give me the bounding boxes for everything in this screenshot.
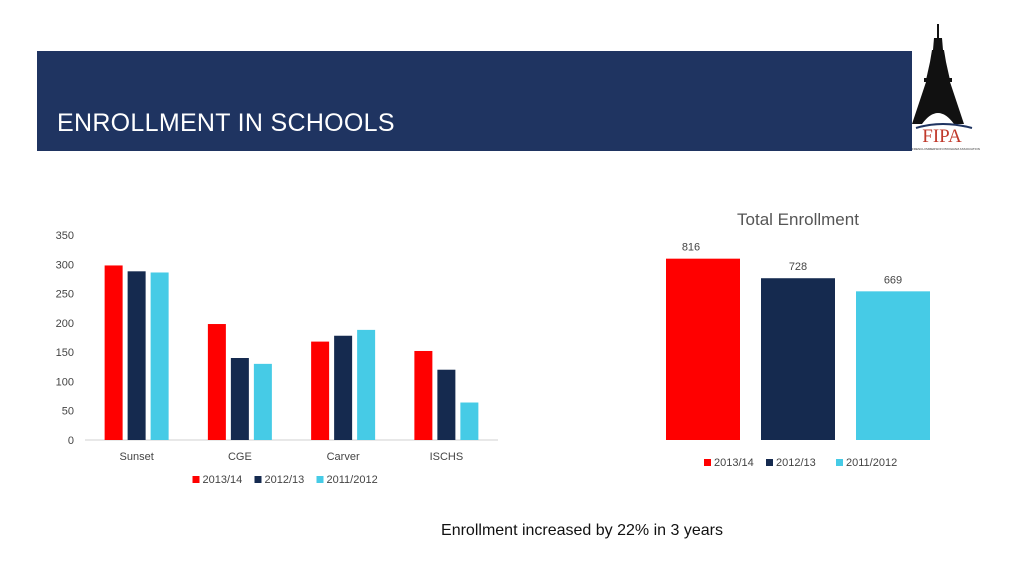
bar: [856, 291, 930, 440]
legend-swatch: [704, 459, 711, 466]
legend-swatch: [254, 476, 262, 483]
legend-swatch: [192, 476, 200, 483]
y-tick-label: 300: [56, 259, 74, 271]
fipa-logo: FIPA FRENCH IMMERSION PROGRAM ASSOCIATIO…: [912, 24, 980, 151]
legend-label: 2013/14: [714, 457, 754, 469]
legend-swatch: [836, 459, 843, 466]
bar: [150, 272, 169, 440]
legend-label: 2011/2012: [846, 457, 897, 469]
legend-label: 2011/2012: [327, 474, 378, 486]
legend-label: 2012/13: [265, 474, 305, 486]
header-band: ENROLLMENT IN SCHOOLS: [37, 51, 912, 151]
x-tick-label: Sunset: [120, 451, 154, 463]
bar: [437, 369, 456, 440]
bar: [414, 350, 433, 440]
bar: [311, 341, 330, 440]
bar: [127, 271, 146, 440]
bar: [253, 363, 272, 440]
data-label: 816: [682, 242, 700, 254]
y-tick-label: 0: [68, 435, 74, 447]
x-tick-label: Carver: [327, 451, 360, 463]
bar: [104, 265, 123, 440]
logo-subtext: FRENCH IMMERSION PROGRAM ASSOCIATION: [912, 147, 980, 151]
chart-title: Total Enrollment: [737, 210, 859, 229]
legend-swatch: [316, 476, 324, 483]
x-tick-label: CGE: [228, 451, 252, 463]
total-enrollment-chart: Total Enrollment 816 728 669 2013/14 2012/13 2…: [666, 210, 930, 469]
y-tick-label: 150: [56, 347, 74, 359]
logo-text: FIPA: [922, 126, 962, 147]
legend-label: 2013/14: [203, 474, 243, 486]
bar: [460, 402, 479, 440]
bar: [334, 335, 353, 440]
data-label: 728: [789, 261, 807, 273]
y-tick-label: 50: [62, 406, 74, 418]
school-enrollment-chart: 0 50 100 150 200 250 300 350 Sunset CGE Carver ISCH…: [56, 230, 498, 486]
legend-swatch: [766, 459, 773, 466]
legend-label: 2012/13: [776, 457, 816, 469]
y-tick-label: 250: [56, 289, 74, 301]
x-tick-label: ISCHS: [430, 451, 464, 463]
bar: [230, 358, 249, 440]
y-tick-label: 350: [56, 230, 74, 242]
bar: [207, 324, 226, 440]
bar: [666, 258, 740, 440]
data-label: 669: [884, 274, 902, 286]
y-tick-label: 100: [56, 376, 74, 388]
y-tick-label: 200: [56, 318, 74, 330]
page-title: ENROLLMENT IN SCHOOLS: [57, 109, 395, 137]
bar: [761, 278, 835, 440]
caption: Enrollment increased by 22% in 3 years: [441, 522, 723, 539]
bar: [357, 329, 376, 440]
